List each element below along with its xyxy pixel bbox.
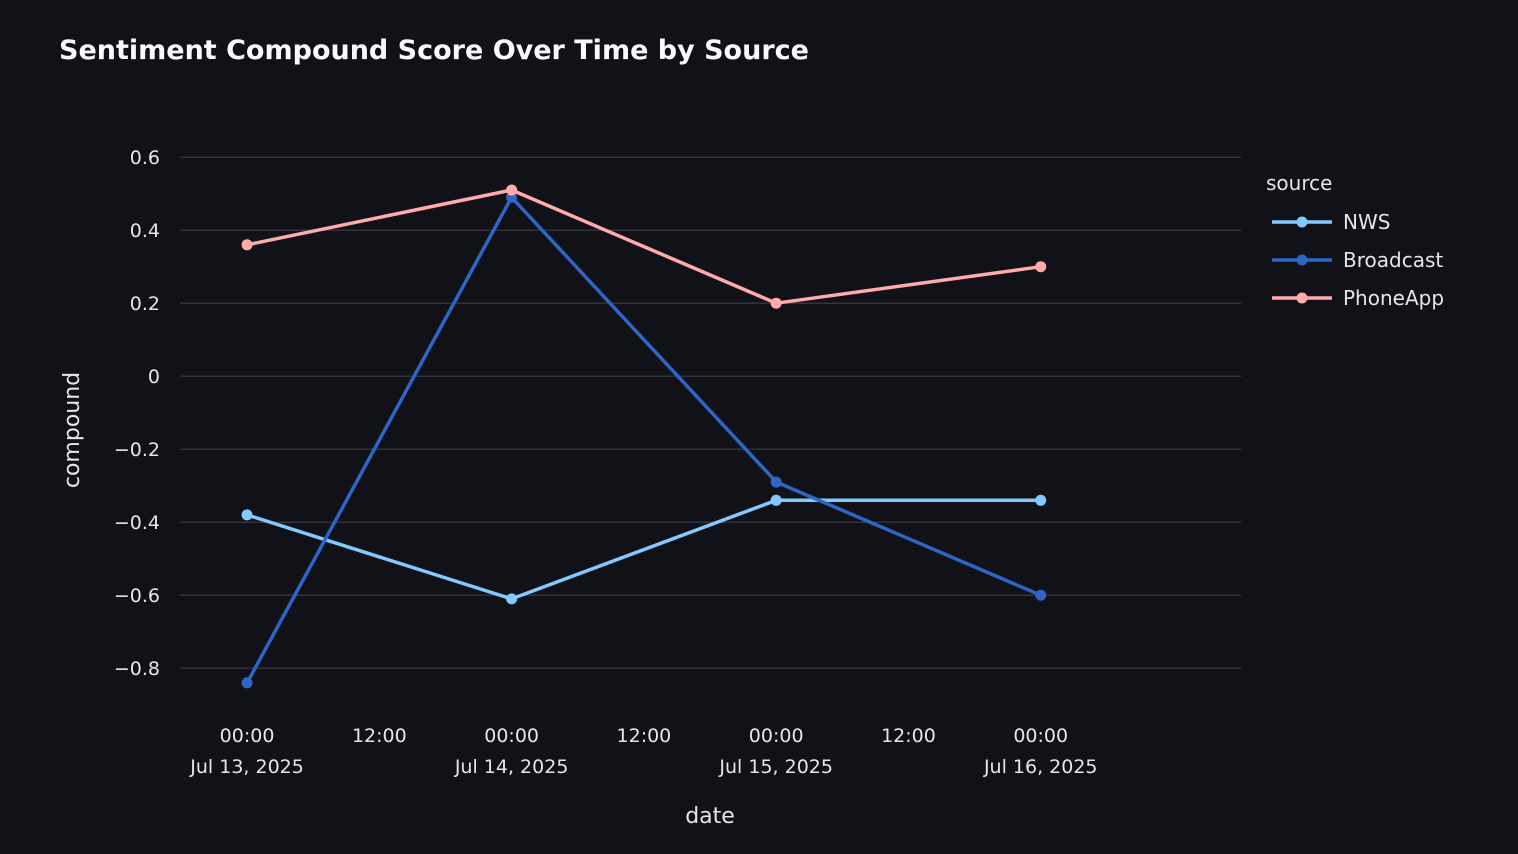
legend-item-nws[interactable]: NWS [1272, 210, 1390, 234]
legend-label: PhoneApp [1343, 286, 1444, 310]
x-tick-time-label: 00:00 [749, 725, 804, 747]
y-tick-label: −0.4 [114, 512, 160, 534]
y-axis-ticks: 0.6 0.4 0.2 0 −0.2 −0.4 −0.6 −0.8 [114, 147, 160, 680]
legend-item-phoneapp[interactable]: PhoneApp [1272, 286, 1444, 310]
y-axis-title: compound [60, 372, 85, 488]
series-line-phoneapp [246, 188, 1041, 305]
x-tick-date-label: Jul 13, 2025 [189, 756, 304, 778]
legend[interactable]: source NWS Broadcast PhoneApp [1266, 171, 1444, 310]
y-tick-label: 0.2 [130, 293, 160, 315]
legend-swatch-marker [1296, 292, 1308, 304]
series-line-nws [246, 498, 1041, 601]
data-point-nws [506, 593, 518, 605]
data-point-phoneapp [770, 297, 782, 309]
x-tick-time-label: 00:00 [1013, 725, 1068, 747]
x-tick-date-label: Jul 16, 2025 [983, 756, 1098, 778]
x-axis-ticks: 00:00 Jul 13, 2025 12:00 00:00 Jul 14, 2025 1… [189, 725, 1097, 778]
y-tick-label: 0.6 [130, 147, 160, 169]
legend-swatch-marker [1296, 216, 1308, 228]
y-tick-label: 0 [148, 366, 160, 388]
data-point-nws [241, 509, 253, 521]
series-line-broadcast [245, 195, 1042, 684]
x-axis-title: date [685, 804, 735, 829]
x-tick-time-label: 12:00 [881, 725, 936, 747]
x-tick-date-label: Jul 15, 2025 [718, 756, 833, 778]
data-point-phoneapp [1035, 261, 1047, 273]
y-tick-label: −0.2 [114, 439, 160, 461]
data-point-broadcast [1035, 589, 1047, 601]
x-tick-time-label: 00:00 [484, 725, 539, 747]
y-tick-label: −0.6 [114, 585, 160, 607]
series-lines [241, 184, 1047, 689]
legend-label: Broadcast [1343, 248, 1443, 272]
x-tick-time-label: 00:00 [220, 725, 275, 747]
y-tick-label: 0.4 [130, 220, 160, 242]
x-tick-time-label: 12:00 [617, 725, 672, 747]
data-point-broadcast [241, 677, 253, 689]
legend-swatch-marker [1296, 254, 1308, 266]
data-point-nws [770, 494, 782, 506]
legend-item-broadcast[interactable]: Broadcast [1272, 248, 1443, 272]
data-point-phoneapp [241, 239, 253, 251]
data-point-phoneapp [506, 184, 518, 196]
legend-label: NWS [1343, 210, 1390, 234]
data-point-nws [1035, 494, 1047, 506]
x-tick-date-label: Jul 14, 2025 [454, 756, 569, 778]
legend-title: source [1266, 171, 1332, 195]
grid-lines [180, 156, 1241, 669]
x-tick-time-label: 12:00 [352, 725, 407, 747]
chart-title: Sentiment Compound Score Over Time by So… [59, 35, 809, 66]
data-point-broadcast [770, 476, 782, 488]
y-tick-label: −0.8 [114, 658, 160, 680]
